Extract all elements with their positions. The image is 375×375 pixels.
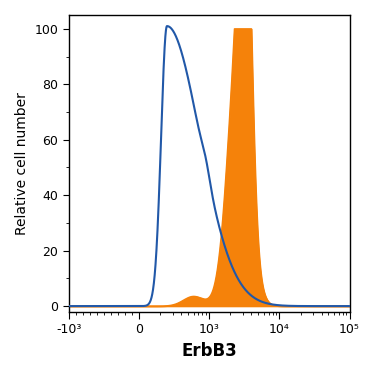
Y-axis label: Relative cell number: Relative cell number <box>15 92 29 235</box>
X-axis label: ErbB3: ErbB3 <box>182 342 237 360</box>
